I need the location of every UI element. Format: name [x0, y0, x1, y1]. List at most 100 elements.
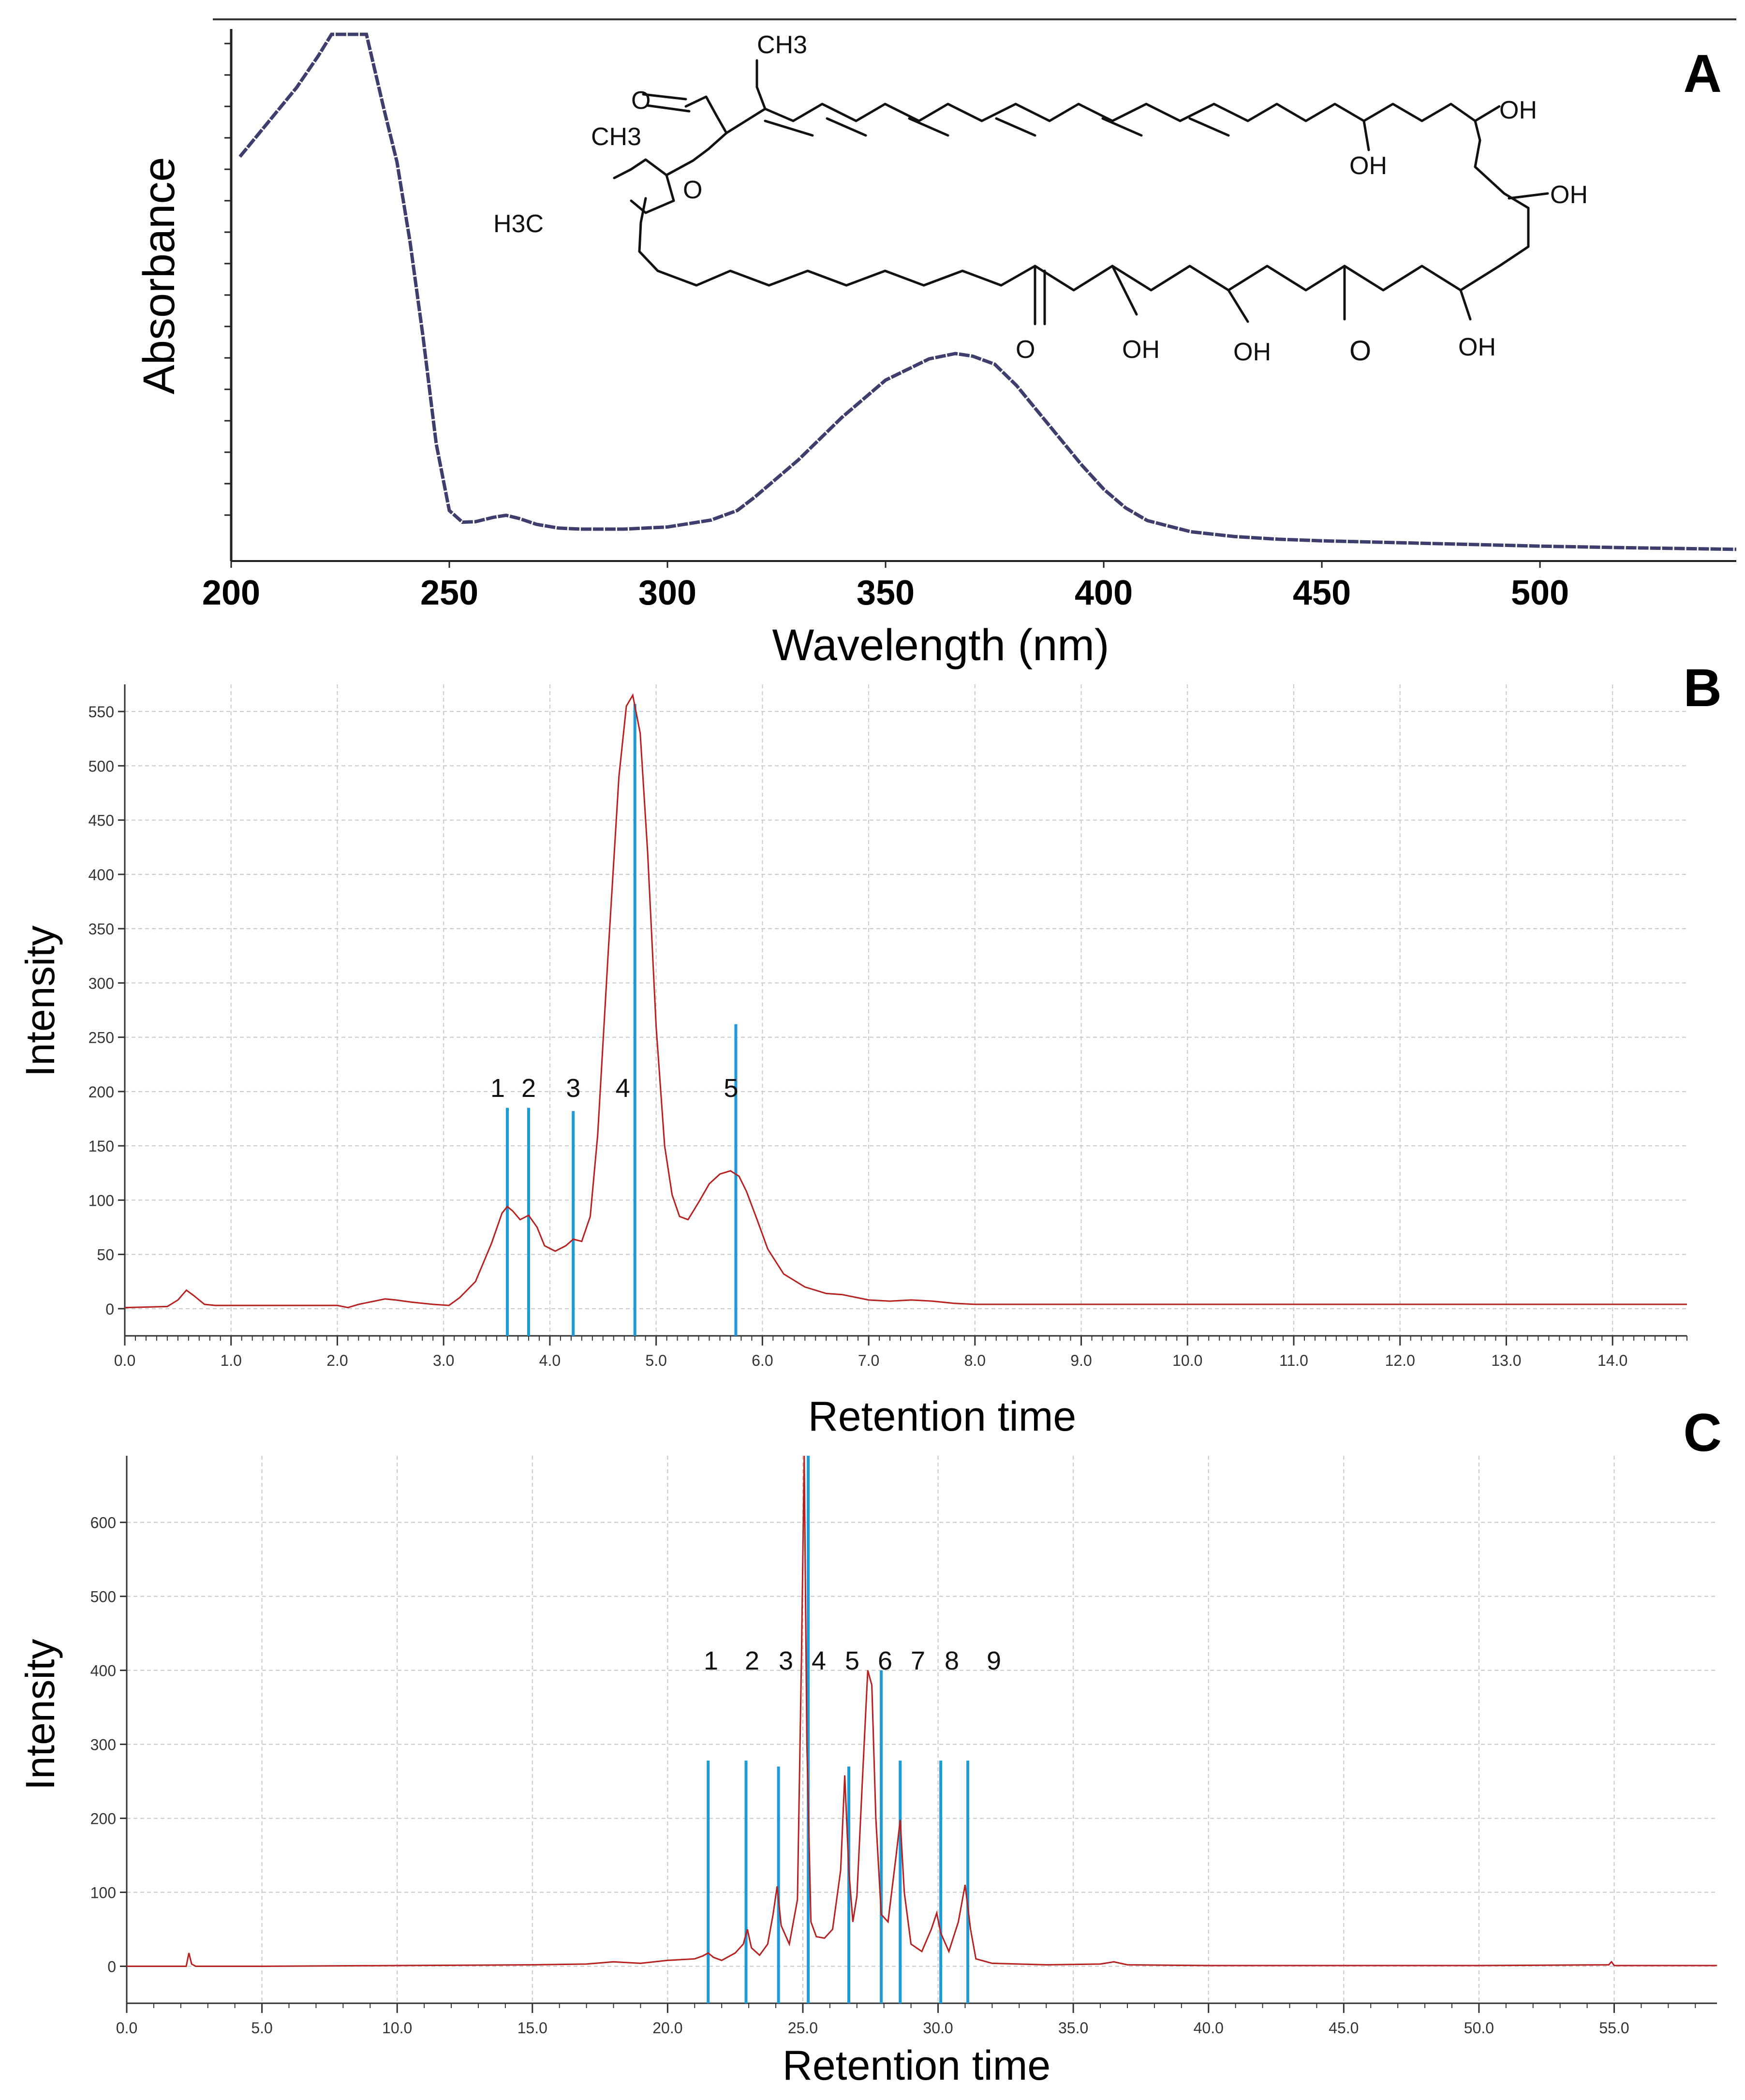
- panel-b-x-tick-label: 13.0: [1491, 1352, 1521, 1369]
- panel-c-x-axis-label: Retention time: [783, 2042, 1051, 2089]
- panel-c-x-tick-label: 25.0: [788, 2019, 818, 2037]
- panel-b-marker-label-1: 1: [490, 1074, 505, 1103]
- panel-c-marker-label-3: 3: [779, 1646, 793, 1675]
- panel-c-x-tick-label: 40.0: [1194, 2019, 1224, 2037]
- panel-a-x-tick-label: 350: [857, 574, 915, 612]
- panel-b-series-line: [124, 693, 1687, 1309]
- structure-carbonyl-bond: [642, 93, 691, 113]
- structure-bond-path-1: [613, 95, 728, 179]
- panel-a-x-tick-label: 300: [638, 574, 696, 612]
- panel-b-x-tick-label: 7.0: [858, 1352, 879, 1369]
- panel-b-y-tick-label: 450: [89, 812, 114, 829]
- panel-c-y-tick-label: 0: [107, 1958, 116, 1976]
- panel-a-y-axis-label: Absorbance: [134, 157, 184, 395]
- panel-c-marker-label-9: 9: [987, 1646, 1001, 1675]
- panel-b: B 0.0 1.0 2.0 3.0 4.0 5.0 6.0 7.0 8.0 9.0 10.0 11.0…: [17, 658, 1722, 1440]
- panel-b-y-tick-label: 500: [89, 757, 114, 775]
- panel-b-x-tick-label: 10.0: [1172, 1352, 1202, 1369]
- panel-c-y-tick-label: 100: [90, 1884, 116, 1902]
- panel-b-y-tick-label: 300: [89, 975, 114, 992]
- panel-c-x-tick-label: 15.0: [518, 2019, 547, 2037]
- structure-bond-path-3: [638, 59, 1530, 292]
- panel-b-x-tick-label: 1.0: [220, 1352, 241, 1369]
- structure-label-o-ketone-1: O: [1016, 336, 1035, 364]
- panel-c-x-tick-label: 45.0: [1329, 2019, 1359, 2037]
- panel-c-marker-label-8: 8: [945, 1646, 959, 1675]
- panel-a-letter: A: [1684, 44, 1722, 104]
- panel-a-x-tick-label: 200: [202, 574, 260, 612]
- panel-c-y-tick-label: 300: [90, 1736, 116, 1754]
- panel-a-x-tick-label: 450: [1293, 574, 1351, 612]
- panel-a: A 200 250 300 350 400 450 500 Absorbance Wavel…: [134, 18, 1737, 670]
- panel-b-x-tick-label: 2.0: [326, 1352, 348, 1369]
- panel-b-letter: B: [1684, 658, 1722, 718]
- structure-label-oh-2: OH: [1349, 152, 1387, 180]
- panel-c-marker-label-2: 2: [745, 1646, 759, 1675]
- panel-c-marker-label-6: 6: [878, 1646, 892, 1675]
- structure-label-ch3-left: CH3: [591, 123, 641, 151]
- panel-b-marker-label-2: 2: [521, 1074, 536, 1103]
- panel-c-x-tick-label: 10.0: [382, 2019, 412, 2037]
- panel-b-y-tick-label: 350: [89, 920, 114, 938]
- panel-c-x-tick-label: 30.0: [923, 2019, 953, 2037]
- panel-c-marker-label-4: 4: [812, 1646, 826, 1675]
- panel-b-marker-label-5: 5: [724, 1074, 738, 1103]
- structure-label-oh-1: OH: [1499, 96, 1537, 124]
- structure-label-oh-4: OH: [1122, 336, 1160, 364]
- panel-c-x-tick-label: 20.0: [652, 2019, 682, 2037]
- panel-b-y-tick-label: 200: [89, 1083, 114, 1101]
- panel-b-x-tick-label: 14.0: [1597, 1352, 1627, 1369]
- panel-b-marker-label-3: 3: [566, 1074, 580, 1103]
- panel-c-axes: 0.0 5.0 10.0 15.0 20.0 25.0 30.0 35.0 40.0 45.0 50…: [90, 1456, 1717, 2037]
- panel-b-y-tick-label: 250: [89, 1029, 114, 1047]
- structure-substituent-bonds: [1034, 105, 1549, 325]
- panel-c-x-tick-label: 55.0: [1599, 2019, 1629, 2037]
- chemical-structure: [613, 59, 1549, 325]
- panel-b-y-tick-label: 50: [97, 1246, 114, 1264]
- panel-c-x-tick-label: 50.0: [1464, 2019, 1494, 2037]
- structure-label-oh-6: OH: [1458, 333, 1496, 361]
- panel-a-x-axis-label: Wavelength (nm): [772, 621, 1109, 670]
- panel-c-marker-label-1: 1: [704, 1646, 718, 1675]
- panel-b-x-tick-label: 6.0: [752, 1352, 773, 1369]
- panel-b-y-tick-label: 100: [89, 1192, 114, 1209]
- panel-b-x-tick-label: 12.0: [1385, 1352, 1415, 1369]
- panel-c: C 0.0 5.0 10.0 15.0 20.0 25.0 30.0 35.0 40.0 45.0…: [17, 1403, 1722, 2089]
- panel-c-y-tick-label: 600: [90, 1514, 116, 1532]
- panel-c-y-tick-label: 400: [90, 1662, 116, 1680]
- panel-b-x-tick-label: 3.0: [433, 1352, 454, 1369]
- panel-c-x-tick-label: 0.0: [116, 2019, 137, 2037]
- panel-c-y-tick-label: 500: [90, 1588, 116, 1606]
- panel-b-x-tick-label: 4.0: [539, 1352, 561, 1369]
- panel-c-y-tick-label: 200: [90, 1810, 116, 1828]
- structure-label-ch3-top: CH3: [757, 31, 807, 59]
- panel-c-marker-label-7: 7: [911, 1646, 925, 1675]
- panel-b-x-tick-label: 0.0: [114, 1352, 135, 1369]
- panel-c-marker-label-5: 5: [845, 1646, 859, 1675]
- panel-c-letter: C: [1684, 1403, 1722, 1463]
- panel-a-series-line: [238, 32, 1737, 551]
- structure-label-o-ester: O: [683, 176, 702, 204]
- chemical-structure-labels: CH3 CH3 H3C O O OH OH OH OH OH OH O O: [493, 31, 1588, 367]
- structure-label-oh-5: OH: [1233, 338, 1271, 366]
- panel-a-x-tick-label: 500: [1511, 574, 1569, 612]
- panel-b-y-axis-label: Intensity: [17, 926, 63, 1077]
- panel-b-y-tick-label: 550: [89, 703, 114, 721]
- panel-b-y-tick-label: 0: [105, 1301, 114, 1318]
- structure-double-bonds: [764, 117, 1230, 137]
- panel-b-x-tick-label: 9.0: [1070, 1352, 1092, 1369]
- panel-b-y-tick-label: 150: [89, 1138, 114, 1155]
- panel-c-x-tick-label: 5.0: [251, 2019, 272, 2037]
- panel-a-x-tick-label: 400: [1075, 574, 1133, 612]
- structure-label-oh-3: OH: [1550, 181, 1588, 209]
- panel-b-marker-label-4: 4: [616, 1074, 630, 1103]
- panel-a-x-tick-label: 250: [420, 574, 478, 612]
- structure-bond-path-2: [630, 174, 675, 214]
- structure-label-o-carbonyl: O: [631, 87, 651, 115]
- structure-label-o-ketone-2: O: [1349, 335, 1371, 367]
- panel-b-x-tick-label: 5.0: [645, 1352, 666, 1369]
- panel-c-y-axis-label: Intensity: [17, 1639, 63, 1790]
